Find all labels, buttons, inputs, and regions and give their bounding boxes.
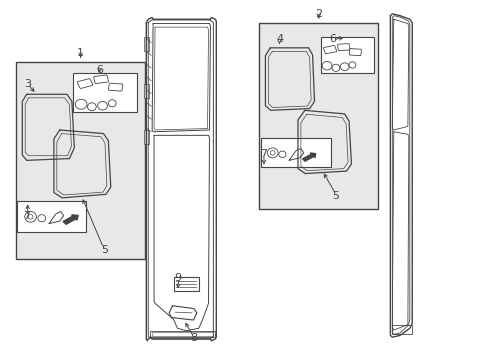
Bar [152, 332, 213, 336]
Bar [18, 202, 85, 232]
Text: 7: 7 [260, 149, 267, 158]
FancyArrow shape [302, 153, 315, 161]
Ellipse shape [38, 215, 45, 222]
Bar [321, 37, 373, 73]
Ellipse shape [28, 215, 33, 219]
FancyBboxPatch shape [108, 83, 122, 91]
Text: 4: 4 [275, 34, 283, 44]
FancyBboxPatch shape [77, 79, 93, 89]
FancyBboxPatch shape [323, 46, 336, 54]
FancyBboxPatch shape [348, 49, 361, 56]
Bar [73, 73, 136, 112]
Text: 8: 8 [189, 333, 197, 343]
Text: 6: 6 [329, 34, 336, 44]
Bar [391, 325, 411, 334]
FancyBboxPatch shape [94, 75, 108, 84]
Ellipse shape [267, 148, 278, 158]
Text: 2: 2 [315, 9, 322, 19]
Ellipse shape [75, 99, 87, 109]
Ellipse shape [25, 211, 36, 222]
Text: 6: 6 [96, 65, 103, 75]
Ellipse shape [340, 63, 348, 71]
Ellipse shape [278, 151, 285, 157]
Bar [150, 331, 215, 337]
Ellipse shape [322, 62, 331, 70]
Bar [174, 277, 199, 292]
Text: 1: 1 [77, 48, 84, 58]
Text: 5: 5 [101, 245, 108, 255]
Text: 9: 9 [173, 273, 181, 283]
Ellipse shape [87, 103, 96, 111]
Ellipse shape [331, 64, 339, 71]
Bar [144, 37, 149, 51]
Bar [144, 84, 149, 98]
FancyBboxPatch shape [337, 44, 349, 51]
Text: 3: 3 [24, 78, 32, 89]
Bar [16, 62, 144, 258]
Text: 7: 7 [23, 211, 30, 221]
Ellipse shape [270, 150, 275, 155]
FancyArrow shape [63, 215, 78, 224]
Bar [260, 138, 330, 167]
Ellipse shape [348, 62, 355, 68]
Text: 5: 5 [332, 191, 339, 201]
Bar [144, 130, 149, 144]
Ellipse shape [98, 102, 107, 110]
Bar [259, 23, 377, 208]
Ellipse shape [108, 100, 116, 107]
